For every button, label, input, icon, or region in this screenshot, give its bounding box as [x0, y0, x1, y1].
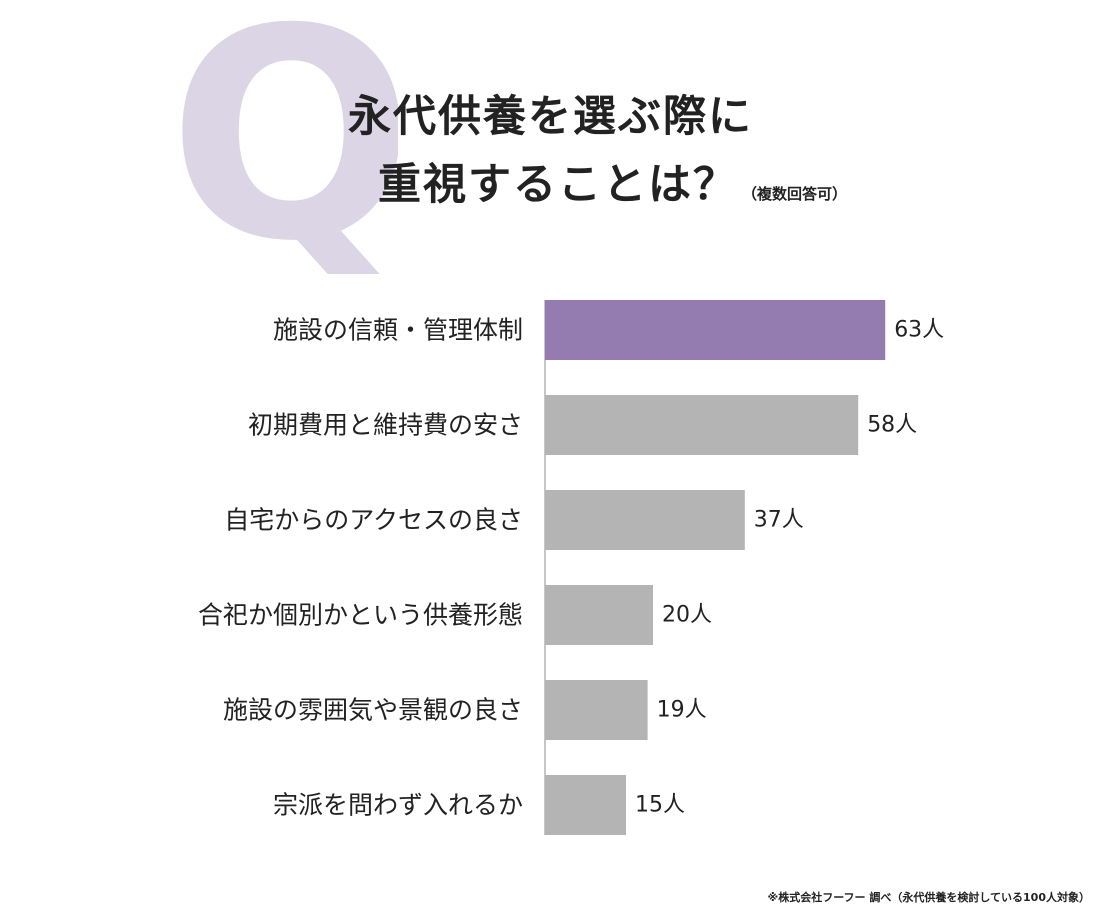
value-label: 15人	[635, 793, 685, 818]
value-label: 58人	[867, 413, 917, 438]
survey-footnote: ※株式会社フーフー 調べ（永代供養を検討している100人対象）	[767, 891, 1091, 904]
category-label: 自宅からのアクセスの良さ	[224, 506, 523, 535]
category-label: 合祀か個別かという供養形態	[198, 601, 523, 630]
value-label: 63人	[894, 318, 944, 343]
chart-title-line1: 永代供養を選ぶ際に	[348, 92, 753, 142]
value-label: 19人	[657, 698, 707, 723]
category-label: 初期費用と維持費の安さ	[248, 411, 523, 440]
value-label: 37人	[754, 508, 804, 533]
category-label: 施設の信頼・管理体制	[273, 316, 523, 345]
bar-highlight	[545, 300, 886, 360]
chart-title-line2: 重視することは？ （複数回答可）	[378, 150, 847, 212]
bar	[545, 395, 859, 455]
value-label: 20人	[662, 603, 712, 628]
chart-title-line2-text: 重視することは？	[378, 160, 738, 210]
q-letter-mark: Q	[168, 14, 398, 274]
chart-title-note: （複数回答可）	[742, 185, 848, 203]
category-label: 宗派を問わず入れるか	[273, 791, 523, 820]
bar	[545, 490, 745, 550]
bar	[545, 680, 648, 740]
category-label: 施設の雰囲気や景観の良さ	[223, 696, 523, 725]
bar	[545, 775, 626, 835]
q-letter-text: Q	[168, 14, 398, 274]
bar	[545, 585, 653, 645]
